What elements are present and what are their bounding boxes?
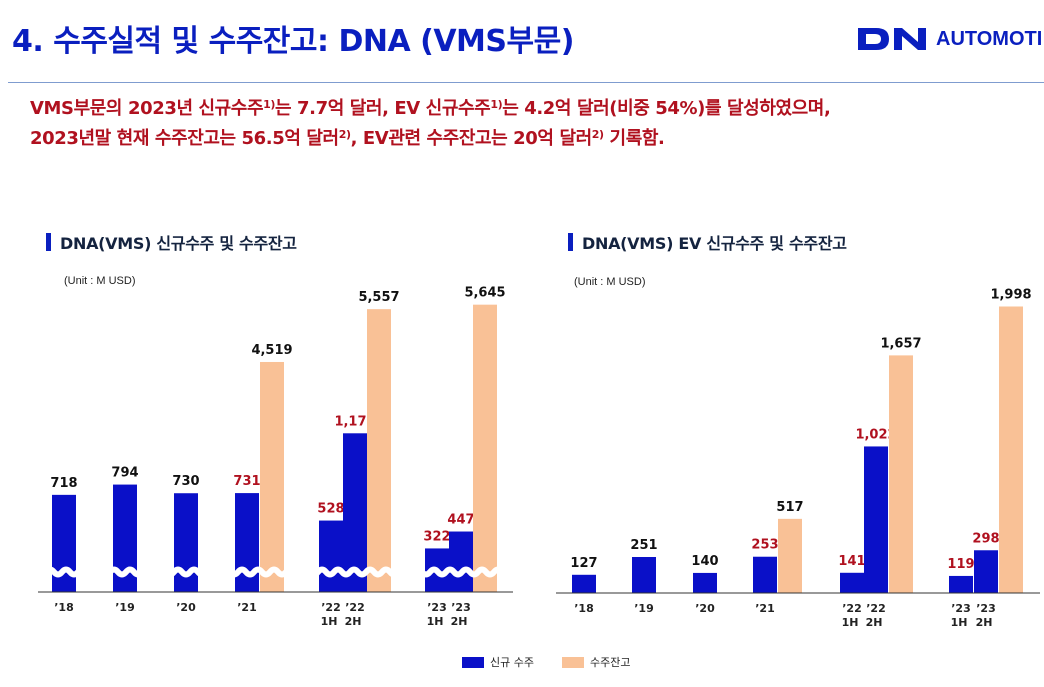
data-label-new-orders: 1,022 bbox=[855, 427, 896, 442]
bar-backlog bbox=[999, 306, 1023, 593]
bar-new-orders bbox=[632, 557, 656, 593]
x-tick-label-half: 2H bbox=[451, 615, 468, 628]
summary-text: VMS부문의 2023년 신규수주1)는 7.7억 달러, EV 신규수주1)는… bbox=[30, 94, 831, 154]
x-tick-label: ’19 bbox=[115, 601, 135, 614]
data-label-new-orders: 528 bbox=[317, 502, 344, 517]
x-tick-label: ’23 bbox=[976, 602, 996, 615]
x-tick-label: ’19 bbox=[634, 602, 654, 615]
data-label-new-orders: 141 bbox=[838, 554, 865, 569]
data-label-new-orders: 794 bbox=[111, 466, 138, 481]
data-label-new-orders: 298 bbox=[972, 531, 999, 546]
x-tick-label-half: 2H bbox=[345, 615, 362, 628]
title-marker bbox=[568, 233, 573, 251]
page-title: 4. 수주실적 및 수주잔고: DNA (VMS부문) bbox=[12, 24, 574, 59]
axis-break-wave bbox=[43, 566, 513, 578]
data-label-new-orders: 730 bbox=[172, 474, 199, 489]
x-tick-label: ’22 bbox=[842, 602, 862, 615]
data-label-backlog: 1,998 bbox=[990, 287, 1031, 302]
x-tick-label-half: 1H bbox=[842, 616, 859, 629]
data-label-new-orders: 718 bbox=[50, 476, 77, 491]
x-tick-label: ’21 bbox=[237, 601, 257, 614]
bar-new-orders bbox=[572, 574, 596, 593]
chart1-unit: (Unit : M USD) bbox=[64, 275, 136, 287]
x-tick-label: ’23 bbox=[951, 602, 971, 615]
x-tick-label: ’23 bbox=[427, 601, 447, 614]
data-label-backlog: 1,657 bbox=[880, 336, 921, 351]
chart2-title: DNA(VMS) EV 신규수주 및 수주잔고 bbox=[568, 230, 847, 254]
bar-new-orders bbox=[693, 572, 717, 593]
bar-backlog bbox=[260, 361, 284, 592]
bar-new-orders bbox=[949, 575, 973, 593]
chart2-unit: (Unit : M USD) bbox=[574, 276, 646, 288]
dn-logo-icon bbox=[858, 28, 926, 50]
bar-new-orders bbox=[319, 520, 343, 592]
summary-line-2: 2023년말 현재 수주잔고는 56.5억 달러2), EV관련 수주잔고는 2… bbox=[30, 128, 665, 149]
x-tick-label: ’21 bbox=[755, 602, 775, 615]
x-tick-label: ’18 bbox=[54, 601, 74, 614]
legend-item-new-orders: 신규 수주 bbox=[462, 654, 534, 670]
x-tick-label: ’20 bbox=[176, 601, 196, 614]
x-tick-label: ’20 bbox=[695, 602, 715, 615]
bar-new-orders bbox=[840, 572, 864, 593]
bar-backlog bbox=[473, 304, 497, 592]
x-tick-label: ’23 bbox=[451, 601, 471, 614]
x-tick-label: ’22 bbox=[866, 602, 886, 615]
data-label-new-orders: 731 bbox=[233, 474, 260, 489]
data-label-new-orders: 127 bbox=[570, 556, 597, 571]
x-tick-label-half: 1H bbox=[951, 616, 968, 629]
bar-backlog bbox=[889, 355, 913, 593]
data-label-new-orders: 322 bbox=[423, 529, 450, 544]
company-logo: AUTOMOTI bbox=[856, 22, 1042, 56]
bar-backlog bbox=[367, 309, 391, 592]
legend-item-backlog: 수주잔고 bbox=[561, 654, 630, 670]
x-tick-label-half: 1H bbox=[321, 615, 338, 628]
data-label-backlog: 5,557 bbox=[358, 290, 399, 305]
legend-swatch-backlog bbox=[561, 656, 584, 668]
x-tick-label-half: 1H bbox=[427, 615, 444, 628]
bar-new-orders bbox=[864, 446, 888, 593]
data-label-backlog: 517 bbox=[776, 500, 803, 515]
bar-new-orders bbox=[753, 556, 777, 593]
summary-line-1: VMS부문의 2023년 신규수주1)는 7.7억 달러, EV 신규수주1)는… bbox=[30, 98, 831, 119]
legend: 신규 수주 수주잔고 bbox=[462, 654, 658, 670]
data-label-backlog: 4,519 bbox=[251, 343, 292, 358]
data-label-new-orders: 253 bbox=[751, 538, 778, 553]
bar-backlog bbox=[778, 518, 802, 593]
data-label-backlog: 5,645 bbox=[464, 286, 505, 301]
title-marker bbox=[46, 233, 51, 251]
x-tick-label: ’22 bbox=[345, 601, 365, 614]
data-label-new-orders: 140 bbox=[691, 554, 718, 569]
data-label-new-orders: 251 bbox=[630, 538, 657, 553]
bar-new-orders bbox=[343, 433, 367, 592]
data-label-new-orders: 119 bbox=[947, 557, 974, 572]
bar-new-orders bbox=[449, 531, 473, 592]
data-label-new-orders: 447 bbox=[447, 513, 474, 528]
x-tick-label-half: 2H bbox=[866, 616, 883, 629]
bar-new-orders bbox=[974, 550, 998, 593]
x-tick-label: ’18 bbox=[574, 602, 594, 615]
title-divider bbox=[8, 82, 1044, 83]
chart1-title: DNA(VMS) 신규수주 및 수주잔고 bbox=[46, 230, 297, 254]
data-label-new-orders: 1,173 bbox=[334, 414, 375, 429]
logo-text: AUTOMOTI bbox=[936, 27, 1043, 50]
legend-swatch-new-orders bbox=[462, 656, 484, 668]
x-tick-label: ’22 bbox=[321, 601, 341, 614]
x-tick-label-half: 2H bbox=[976, 616, 993, 629]
